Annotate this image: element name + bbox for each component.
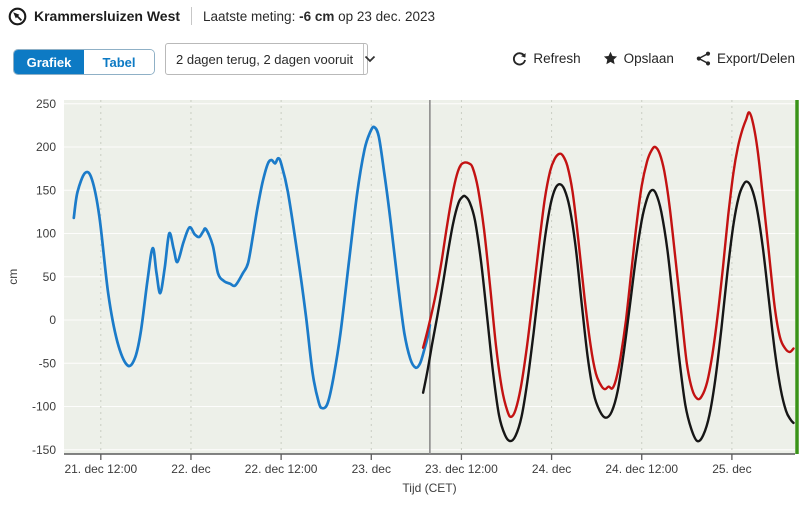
x-tick-label: 23. dec 12:00 [425,462,498,476]
last-reading-label: Laatste meting: [203,8,296,24]
chart-area: 250 200 150 100 50 0 -50 -100 -150 21. dec 12:00 2… [0,88,805,500]
x-axis-title: Tijd (CET) [402,481,456,495]
y-tick-label: 100 [36,227,56,241]
y-axis-title: cm [6,269,20,285]
refresh-label: Refresh [533,50,581,66]
y-tick-label: 200 [36,140,56,154]
y-tick-label: -50 [39,356,57,370]
time-range-dropdown[interactable]: 2 dagen terug, 2 dagen vooruit [165,43,376,75]
x-tick-label: 23. dec [352,462,391,476]
export-share-label: Export/Delen [716,50,795,66]
x-tick-label: 24. dec 12:00 [605,462,678,476]
station-name: Krammersluizen West [34,8,181,24]
y-tick-label: 0 [49,313,56,327]
time-range-value: 2 dagen terug, 2 dagen vooruit [176,51,354,67]
x-tick-label: 25. dec [712,462,751,476]
refresh-icon [512,51,527,66]
y-tick-label: 250 [36,97,56,111]
chart-actions: Refresh Opslaan Export/Delen [512,47,795,69]
header-divider [191,7,193,25]
refresh-button[interactable]: Refresh [512,50,581,66]
y-tick-label: 50 [43,270,57,284]
x-tick-label: 21. dec 12:00 [64,462,137,476]
star-icon [603,51,618,66]
y-tick-label: 150 [36,183,56,197]
last-reading: Laatste meting: -6 cm op 23 dec. 2023 [203,9,435,24]
share-icon [696,51,711,66]
tab-tabel[interactable]: Tabel [84,50,154,74]
x-tick-label: 22. dec 12:00 [245,462,318,476]
meting-line [72,125,432,410]
header: Krammersluizen West Laatste meting: -6 c… [8,4,435,28]
astronomisch-getij-line [421,180,795,443]
save-label: Opslaan [623,50,674,66]
y-tick-label: -150 [32,443,56,457]
last-reading-date: op 23 dec. 2023 [338,8,435,24]
x-tick-label: 24. dec [532,462,571,476]
last-reading-value: -6 cm [299,8,335,24]
tab-grafiek[interactable]: Grafiek [14,50,84,74]
save-button[interactable]: Opslaan [603,51,674,66]
water-level-chart[interactable]: 250 200 150 100 50 0 -50 -100 -150 21. dec 12:00 2… [0,88,805,500]
station-compass-icon [8,7,27,26]
chevron-down-icon[interactable] [363,44,376,74]
export-share-button[interactable]: Export/Delen [696,51,795,66]
verwachting-line [421,111,795,419]
view-mode-tabs: Grafiek Tabel [13,49,155,75]
x-tick-label: 22. dec [171,462,210,476]
y-tick-label: -100 [32,400,56,414]
